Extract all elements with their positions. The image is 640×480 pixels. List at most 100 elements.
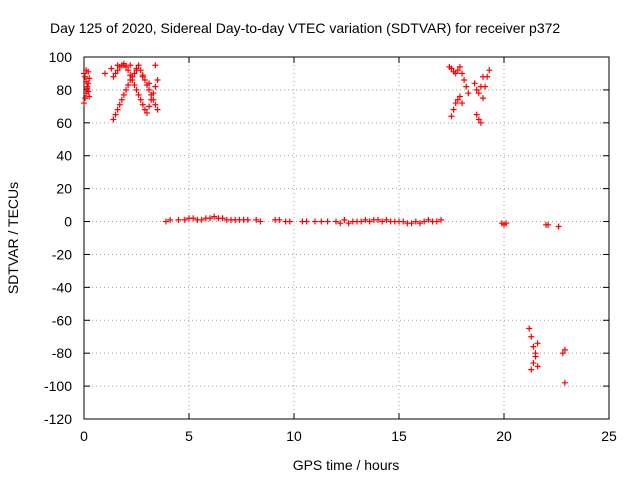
data-point [141,106,148,113]
data-point [123,86,129,93]
data-point [465,90,472,97]
data-point [561,346,568,353]
data-point [137,96,144,103]
x-tick-label: 5 [185,428,193,444]
data-point [211,213,218,220]
data-point [450,106,457,113]
data-point [480,73,486,80]
data-point [131,70,138,77]
data-point [362,216,369,223]
data-point [102,70,108,77]
data-point [456,63,463,70]
plot-area-frame [83,56,610,420]
y-tick-label: -20 [52,246,72,262]
data-point [82,73,89,80]
data-point [123,63,129,70]
data-point [86,93,93,100]
y-tick-label: -60 [52,312,72,328]
data-point [503,220,510,227]
data-point [433,218,440,225]
data-point [337,220,344,227]
data-point [463,83,470,90]
data-point [146,86,153,93]
x-tick-label: 25 [601,428,617,444]
data-point [82,95,89,102]
chart-title: Day 125 of 2020, Sidereal Day-to-day VTE… [50,20,560,36]
data-series [162,213,444,227]
data-point [253,216,260,223]
data-point [81,70,87,77]
data-point [141,77,148,84]
data-point [303,218,310,225]
data-point [358,218,365,225]
data-point [528,366,535,373]
data-point [207,215,213,222]
data-point [86,75,93,82]
data-point [154,106,161,113]
data-point [477,83,484,90]
data-point [129,77,136,84]
data-point [452,70,459,77]
y-tick-label: -40 [52,279,72,295]
y-axis-label: SDTVAR / TECUs [5,182,21,294]
data-point [135,62,142,69]
data-point [375,216,381,223]
data-point [412,218,419,225]
data-point [534,363,541,370]
data-point [448,113,455,120]
data-point [448,65,455,72]
data-point [366,218,373,225]
x-axis-ticks: 0 5 10 15 20 25 [80,57,617,444]
data-series [526,325,568,386]
data-point [81,100,87,107]
y-tick-label: 20 [56,181,72,197]
data-point [110,116,117,123]
y-tick-label: -100 [44,378,72,394]
grid-lines [84,57,609,419]
data-point [454,96,461,103]
x-tick-label: 15 [391,428,407,444]
data-point [120,60,127,67]
data-point [408,220,415,227]
data-point [333,218,339,225]
data-point [559,350,566,357]
data-point [400,218,407,225]
y-tick-label: -80 [52,345,72,361]
data-point [456,93,463,100]
data-point [114,106,121,113]
y-tick-label: -120 [44,411,72,427]
data-point [421,218,428,225]
data-series [498,220,562,230]
data-point [112,111,119,118]
data-point [475,90,482,97]
data-point [459,100,465,107]
data-point [135,91,142,98]
data-point [312,218,318,225]
data-point [146,103,153,110]
data-point [219,215,226,222]
data-point [417,220,423,227]
data-point [534,340,541,347]
data-point [454,67,461,74]
data-point [83,78,90,85]
data-point [198,216,205,223]
data-point [152,83,159,90]
data-series [446,63,493,126]
data-point [152,101,159,108]
x-axis-label: GPS time / hours [293,457,400,473]
data-point [244,216,251,223]
data-point [473,86,480,93]
data-point [471,80,478,87]
data-point [162,218,169,225]
data-point [341,216,348,223]
x-tick-label: 10 [286,428,302,444]
data-point [477,119,484,126]
data-point [131,81,138,88]
data-point [561,379,568,386]
data-point [475,116,482,123]
data-point [127,62,134,69]
y-tick-label: 80 [56,82,72,98]
data-point [438,216,444,223]
